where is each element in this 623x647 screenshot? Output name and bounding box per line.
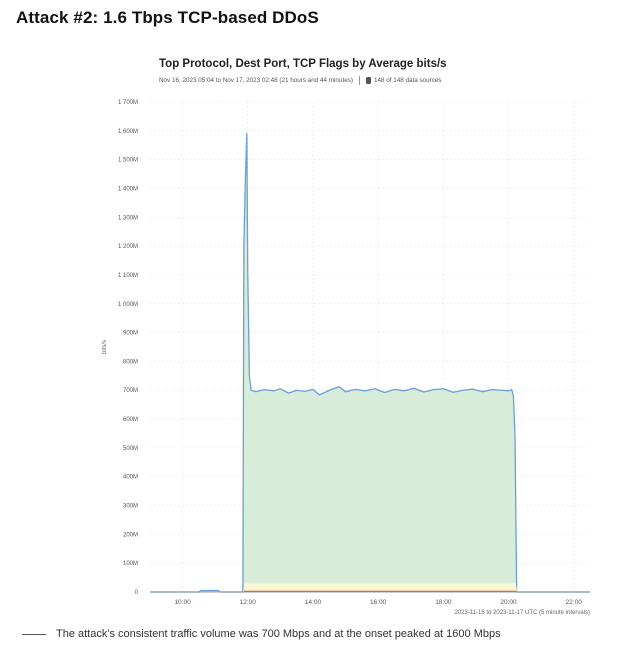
- y-tick-label: 1 300M: [118, 215, 138, 221]
- database-icon: [365, 77, 371, 84]
- series-line: [243, 582, 518, 593]
- y-axis-label: bits/s: [102, 340, 108, 354]
- y-tick-label: 900M: [123, 331, 138, 337]
- y-tick-label: 1 600M: [118, 129, 138, 135]
- y-tick-label: 400M: [123, 475, 138, 481]
- axis-layer: 1 700M 1 600M 1 500M 1 400M 1 300M 1 200M 1 10…: [118, 100, 590, 606]
- x-tick-label: 22:00: [566, 599, 583, 606]
- y-tick-label: 1 100M: [118, 273, 138, 279]
- chart-subtitle: Nov 16, 2023 05:04 to Nov 17, 2023 02:48…: [159, 77, 353, 84]
- chart-panel: Top Protocol, Dest Port, TCP Flags by Av…: [100, 50, 600, 620]
- meta-divider: [358, 76, 360, 85]
- x-tick-label: 10:00: [174, 599, 191, 606]
- x-axis-label: 2023-11-16 to 2023-11-17 UTC (5 minute i…: [454, 610, 590, 616]
- y-tick-label: 800M: [123, 359, 138, 365]
- y-tick-label: 500M: [123, 446, 138, 452]
- y-tick-label: 1 200M: [118, 244, 138, 250]
- series-area: [150, 133, 590, 592]
- chart-meta-row: Nov 16, 2023 05:04 to Nov 17, 2023 02:48…: [159, 76, 442, 85]
- series-line: [150, 133, 590, 593]
- y-tick-label: 600M: [123, 417, 138, 423]
- x-tick-label: 14:00: [305, 599, 322, 606]
- y-tick-label: 1 400M: [118, 186, 138, 192]
- caption-dash: [22, 633, 46, 635]
- y-tick-label: 1 000M: [118, 302, 138, 308]
- x-tick-label: 18:00: [435, 599, 452, 606]
- y-tick-label: 1 500M: [118, 158, 138, 164]
- y-tick-label: 100M: [123, 561, 138, 567]
- x-tick-label: 12:00: [240, 599, 257, 606]
- chart-title: Top Protocol, Dest Port, TCP Flags by Av…: [159, 58, 447, 70]
- y-tick-label: 1 700M: [118, 100, 138, 106]
- y-tick-label: 200M: [123, 532, 138, 538]
- x-tick-label: 16:00: [370, 599, 387, 606]
- series-layer: [150, 133, 590, 593]
- series-area: [243, 583, 517, 592]
- data-sources-label: 148 of 148 data sources: [373, 77, 442, 84]
- chart-svg: 1 700M 1 600M 1 500M 1 400M 1 300M 1 200M 1 10…: [102, 100, 590, 616]
- figure-caption: The attack's consistent traffic volume w…: [22, 628, 501, 640]
- y-tick-label: 300M: [123, 504, 138, 510]
- x-tick-label: 20:00: [500, 599, 517, 606]
- caption-text: The attack's consistent traffic volume w…: [56, 628, 501, 640]
- page-heading: Attack #2: 1.6 Tbps TCP-based DDoS: [16, 8, 319, 27]
- y-tick-label: 0: [135, 590, 139, 596]
- y-tick-label: 700M: [123, 388, 138, 394]
